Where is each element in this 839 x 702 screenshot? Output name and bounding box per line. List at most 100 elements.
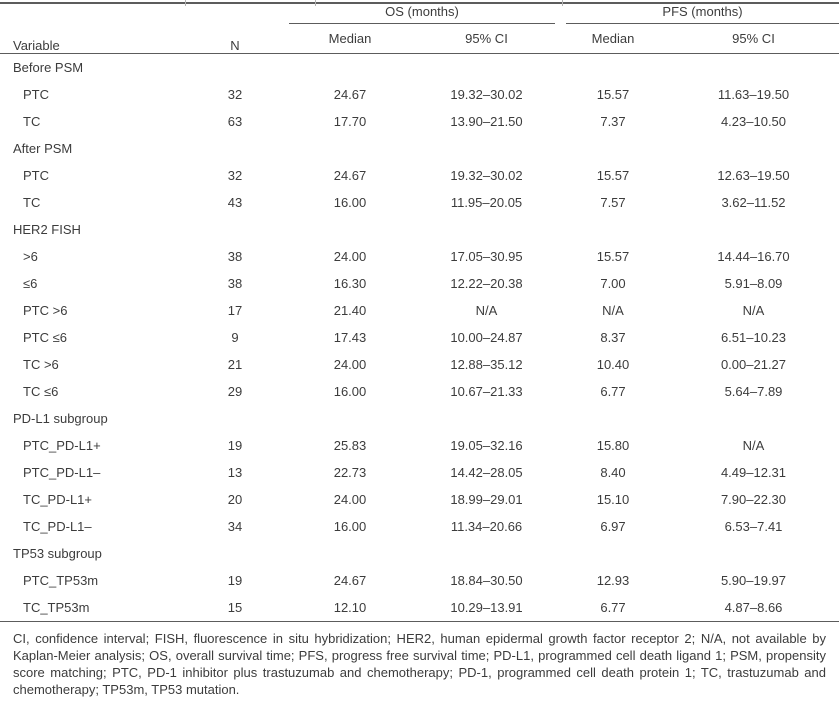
group-label: Before PSM [13, 59, 84, 75]
variable-cell: TC ≤6 [23, 383, 59, 399]
n-cell: 32 [227, 167, 243, 183]
n-cell: 34 [227, 518, 243, 534]
pfs-ci-cell: N/A [742, 302, 765, 318]
n-cell: 17 [227, 302, 243, 318]
os-median-cell: 24.00 [333, 248, 367, 264]
table-row: >6 38 24.00 17.05–30.95 15.57 14.44–16.70 [0, 243, 839, 270]
variable-cell: TC >6 [23, 356, 59, 372]
os-ci-cell: 13.90–21.50 [450, 113, 523, 129]
os-ci-cell: 10.00–24.87 [450, 329, 523, 345]
os-group-header: OS (months) [289, 4, 555, 24]
column-boundary-tick [185, 0, 186, 6]
pfs-median-cell: 15.57 [596, 248, 630, 264]
pfs-median-cell: 8.37 [600, 329, 626, 345]
pfs-median-cell: 15.57 [596, 86, 630, 102]
table-row: TC ≤6 29 16.00 10.67–21.33 6.77 5.64–7.89 [0, 378, 839, 405]
variable-cell: TC_PD-L1+ [23, 491, 92, 507]
os-ci-cell: 11.34–20.66 [450, 518, 523, 534]
table-row: TC 63 17.70 13.90–21.50 7.37 4.23–10.50 [0, 108, 839, 135]
pfs-ci-cell: 3.62–11.52 [721, 194, 786, 210]
pfs-median-cell: 7.37 [600, 113, 626, 129]
table-row: TC 43 16.00 11.95–20.05 7.57 3.62–11.52 [0, 189, 839, 216]
pfs-group-header: PFS (months) [566, 4, 839, 24]
table-row: PTC >6 17 21.40 N/A N/A N/A [0, 297, 839, 324]
os-ci-cell: 12.22–20.38 [450, 275, 523, 291]
os-ci-cell: 10.29–13.91 [450, 599, 523, 615]
variable-column-header: Variable [0, 3, 185, 54]
variable-cell: PTC >6 [23, 302, 68, 318]
os-median-cell: 22.73 [333, 464, 367, 480]
n-cell: 63 [227, 113, 243, 129]
pfs-median-cell: 7.00 [600, 275, 626, 291]
table-row: TC_PD-L1+ 20 24.00 18.99–29.01 15.10 7.90–22.… [0, 486, 839, 513]
pfs-median-cell: 12.93 [596, 572, 630, 588]
n-cell: 15 [227, 599, 243, 615]
n-cell: 29 [227, 383, 243, 399]
group-row: Before PSM [0, 54, 839, 81]
variable-cell: PTC_PD-L1+ [23, 437, 101, 453]
variable-cell: TC [23, 113, 41, 129]
os-ci-header: 95% CI [415, 24, 558, 54]
header-row-subcolumns: Median 95% CI Median 95% CI [0, 24, 839, 54]
pfs-ci-cell: 5.91–8.09 [724, 275, 783, 291]
n-cell: 19 [227, 437, 243, 453]
os-ci-cell: 12.88–35.12 [450, 356, 523, 372]
os-median-cell: 17.43 [333, 329, 367, 345]
column-boundary-tick [562, 0, 563, 6]
os-ci-cell: 14.42–28.05 [450, 464, 523, 480]
os-median-cell: 24.67 [333, 572, 367, 588]
variable-cell: TC_TP53m [23, 599, 90, 615]
pfs-ci-cell: 4.87–8.66 [724, 599, 783, 615]
pfs-ci-cell: 4.49–12.31 [720, 464, 787, 480]
group-label: PD-L1 subgroup [13, 410, 108, 426]
os-median-cell: 16.30 [333, 275, 367, 291]
column-boundary-tick [315, 0, 316, 6]
pfs-ci-cell: 5.90–19.97 [720, 572, 787, 588]
pfs-median-cell: 10.40 [596, 356, 630, 372]
table-row: PTC 32 24.67 19.32–30.02 15.57 11.63–19.50 [0, 81, 839, 108]
pfs-median-cell: 15.10 [596, 491, 630, 507]
os-ci-cell: 11.95–20.05 [450, 194, 523, 210]
table-row: ≤6 38 16.30 12.22–20.38 7.00 5.91–8.09 [0, 270, 839, 297]
table-row: TC_PD-L1– 34 16.00 11.34–20.66 6.97 6.53–7.41 [0, 513, 839, 540]
group-label: TP53 subgroup [13, 545, 102, 561]
survival-table: Variable N OS (months) PFS (months) Medi… [0, 2, 839, 621]
os-ci-cell: 19.32–30.02 [450, 86, 523, 102]
table-body: Before PSM PTC 32 24.67 19.32–30.02 15.57 11.6… [0, 54, 839, 621]
os-median-cell: 24.67 [333, 86, 367, 102]
os-median-cell: 16.00 [333, 383, 367, 399]
table-row: PTC_TP53m 19 24.67 18.84–30.50 12.93 5.90–19.… [0, 567, 839, 594]
os-ci-cell: 18.84–30.50 [450, 572, 523, 588]
pfs-median-cell: N/A [602, 302, 624, 318]
pfs-median-cell: 7.57 [600, 194, 626, 210]
os-median-cell: 24.67 [333, 167, 367, 183]
pfs-ci-cell: 14.44–16.70 [717, 248, 790, 264]
variable-cell: TC_PD-L1– [23, 518, 92, 534]
os-median-cell: 24.00 [333, 491, 367, 507]
pfs-group-header-cell: PFS (months) [558, 3, 839, 24]
table-row: TC >6 21 24.00 12.88–35.12 10.40 0.00–21.27 [0, 351, 839, 378]
n-cell: 20 [227, 491, 243, 507]
pfs-ci-cell: 0.00–21.27 [720, 356, 787, 372]
pfs-ci-cell: 5.64–7.89 [724, 383, 783, 399]
variable-cell: TC [23, 194, 41, 210]
variable-cell: ≤6 [23, 275, 38, 291]
pfs-ci-cell: 11.63–19.50 [717, 86, 790, 102]
table-footnote: CI, confidence interval; FISH, fluoresce… [0, 620, 839, 698]
table-row: PTC_PD-L1– 13 22.73 14.42–28.05 8.40 4.49–12.… [0, 459, 839, 486]
pfs-median-cell: 15.80 [596, 437, 630, 453]
os-ci-cell: 19.05–32.16 [450, 437, 523, 453]
pfs-ci-cell: 12.63–19.50 [717, 167, 790, 183]
pfs-median-cell: 6.77 [600, 599, 626, 615]
group-row: HER2 FISH [0, 216, 839, 243]
table-row: PTC_PD-L1+ 19 25.83 19.05–32.16 15.80 N/A [0, 432, 839, 459]
n-cell: 38 [227, 248, 243, 264]
pfs-median-cell: 6.97 [600, 518, 626, 534]
group-label: HER2 FISH [13, 221, 81, 237]
pfs-ci-cell: 7.90–22.30 [720, 491, 787, 507]
n-cell: 13 [227, 464, 243, 480]
os-ci-cell: 18.99–29.01 [450, 491, 523, 507]
variable-cell: PTC [23, 167, 49, 183]
pfs-ci-cell: N/A [742, 437, 765, 453]
